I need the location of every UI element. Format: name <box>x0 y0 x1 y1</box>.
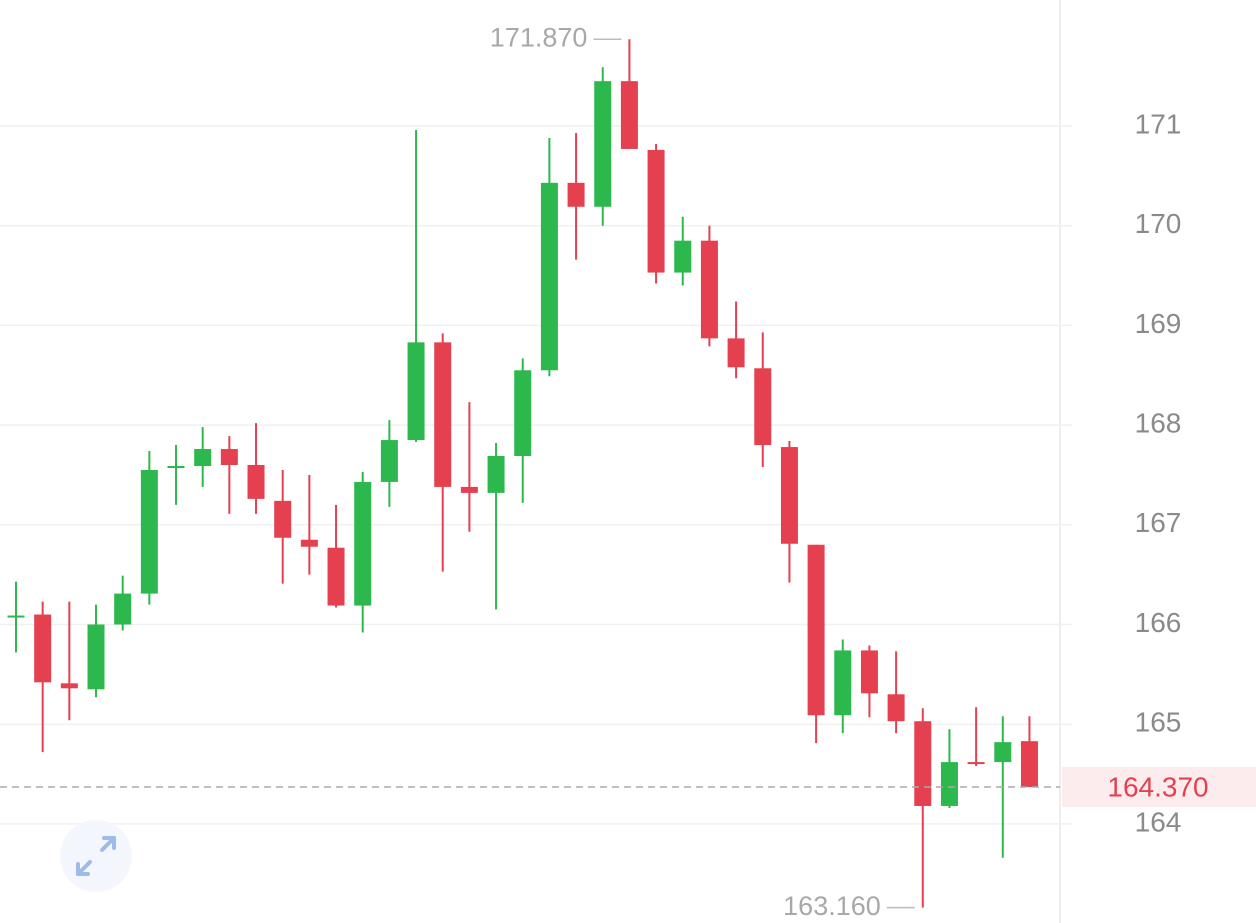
candle-body <box>274 500 292 538</box>
candle-body <box>114 593 132 625</box>
candle-body <box>60 683 78 689</box>
candle-body <box>247 464 265 499</box>
y-tick-label: 169 <box>1135 308 1182 339</box>
candle-body <box>994 742 1012 763</box>
candle-body <box>567 182 585 207</box>
candle-body <box>620 81 638 149</box>
candle-body <box>487 456 505 493</box>
candle-body <box>674 240 692 273</box>
candle-body <box>834 650 852 716</box>
expand-bg[interactable] <box>60 820 132 892</box>
y-tick-label: 170 <box>1135 208 1182 239</box>
candle-body <box>940 762 958 806</box>
candle-body <box>647 149 665 273</box>
candle-body <box>140 469 158 594</box>
last-price-label: 164.370 <box>1107 771 1208 802</box>
candle-body <box>727 338 745 368</box>
candle-body <box>460 486 478 493</box>
candle-body <box>407 342 425 441</box>
y-tick-label: 164 <box>1135 806 1182 837</box>
candle-body <box>540 182 558 371</box>
y-tick-label: 171 <box>1135 108 1182 139</box>
expand-icon[interactable] <box>76 836 116 876</box>
candle-body <box>380 440 398 482</box>
y-tick-label: 168 <box>1135 408 1182 439</box>
expand-button[interactable] <box>60 820 132 892</box>
candle-body <box>194 449 212 466</box>
candle-body <box>754 368 772 446</box>
candle-body <box>434 342 452 487</box>
candle-body <box>594 81 612 207</box>
y-tick-label: 167 <box>1135 507 1182 538</box>
y-tick-label: 165 <box>1135 707 1182 738</box>
candle-body <box>807 544 825 716</box>
candle-body <box>34 614 52 683</box>
min-marker-label: 163.160 <box>783 891 881 921</box>
candle-body <box>967 762 985 765</box>
candle-body <box>87 624 105 690</box>
last-price-box <box>1062 767 1256 808</box>
candle-body <box>780 447 798 544</box>
candle-body <box>887 694 905 722</box>
candle-body <box>7 615 25 618</box>
candle-body <box>220 449 238 465</box>
candle-body <box>514 370 532 457</box>
y-tick-label: 166 <box>1135 607 1182 638</box>
candle-body <box>914 721 932 806</box>
candle-body <box>167 465 185 468</box>
candle-body <box>327 547 345 606</box>
candle-body <box>860 650 878 694</box>
max-marker-label: 171.870 <box>490 22 588 52</box>
candle-body <box>1020 741 1038 788</box>
candle-body <box>300 539 318 547</box>
candle-body <box>700 240 718 339</box>
candle-body <box>354 481 372 606</box>
